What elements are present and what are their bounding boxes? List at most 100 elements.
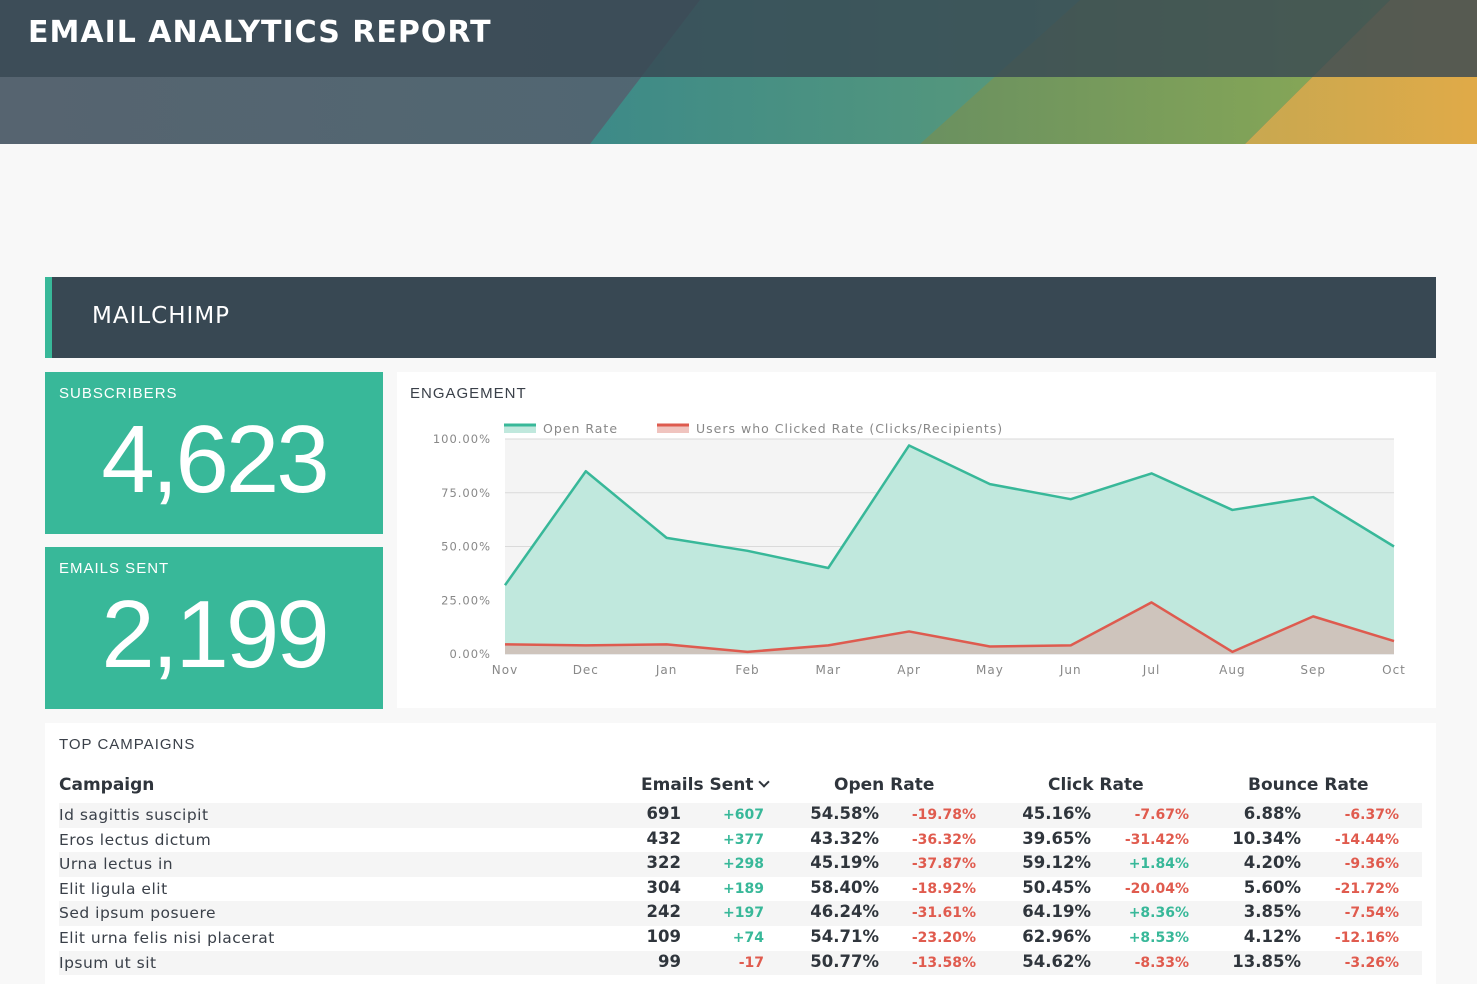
x-tick-label: Nov: [492, 663, 518, 677]
cell-click: 64.19%: [1022, 902, 1091, 922]
cell-click: 59.12%: [1022, 853, 1091, 873]
cell-open: 58.40%: [810, 877, 879, 897]
table-row[interactable]: Urna lectus in 322 +298 45.19% -37.87% 59.12%…: [59, 852, 1422, 877]
cell-name[interactable]: Ipsum ut sit: [59, 953, 157, 972]
cell-click-delta: +8.53%: [1128, 929, 1189, 946]
subscribers-card: SUBSCRIBERS 4,623: [45, 372, 383, 534]
x-tick-label: Jan: [655, 663, 678, 677]
cell-name[interactable]: Elit urna felis nisi placerat: [59, 928, 275, 947]
series-line-clicked-rate: [504, 601, 1395, 654]
y-tick-label: 100.00%: [433, 432, 491, 446]
x-tick-label: Oct: [1382, 663, 1406, 677]
cell-sent-delta: +298: [723, 856, 764, 873]
cell-open-delta: -18.92%: [911, 880, 976, 897]
cell-click: 45.16%: [1022, 804, 1091, 823]
table-row[interactable]: Eros lectus dictum 432 +377 43.32% -36.32% 39…: [59, 828, 1422, 853]
sort-chevron-down-icon[interactable]: [757, 776, 770, 788]
cell-sent-delta: +189: [723, 880, 764, 897]
cell-bounce: 4.20%: [1243, 853, 1301, 873]
x-tick-label: Dec: [573, 663, 599, 677]
cell-sent-delta: +607: [723, 807, 764, 823]
campaigns-table-body: Id sagittis suscipit 691 +607 54.58% -19.78%…: [59, 803, 1422, 976]
cell-name[interactable]: Elit ligula elit: [59, 879, 168, 898]
table-row[interactable]: Elit ligula elit 304 +189 58.40% -18.92% 50.4…: [59, 877, 1422, 902]
cell-bounce-delta: -3.26%: [1344, 954, 1399, 971]
cell-bounce-delta: -9.36%: [1344, 856, 1399, 873]
cell-name[interactable]: Id sagittis suscipit: [59, 806, 209, 824]
x-tick-label: Sep: [1300, 663, 1326, 677]
top-campaigns-panel: TOP CAMPAIGNS Campaign Emails Sent Open …: [45, 723, 1436, 984]
legend-clicked-rate-label: Users who Clicked Rate (Clicks/Recipient…: [696, 421, 1003, 436]
cell-bounce-delta: -14.44%: [1334, 831, 1399, 848]
emails-sent-label: EMAILS SENT: [59, 560, 170, 577]
column-header-open-rate[interactable]: Open Rate: [834, 775, 935, 795]
cell-bounce: 4.12%: [1243, 926, 1301, 946]
cell-click-delta: +8.36%: [1128, 905, 1189, 922]
column-header-bounce-rate[interactable]: Bounce Rate: [1248, 775, 1369, 795]
cell-click-delta: +1.84%: [1128, 856, 1189, 873]
x-tick-label: Feb: [735, 663, 759, 677]
table-row[interactable]: Ipsum ut sit 99 -17 50.77% -13.58% 54.62% -8.3…: [59, 950, 1422, 976]
cell-open: 54.58%: [810, 804, 879, 823]
table-row[interactable]: Elit urna felis nisi placerat 109 +74 54.71…: [59, 926, 1422, 951]
cell-bounce-delta: -6.37%: [1344, 807, 1399, 823]
cell-click: 54.62%: [1022, 951, 1091, 971]
cell-open-delta: -37.87%: [911, 856, 976, 873]
table-row[interactable]: Sed ipsum posuere 242 +197 46.24% -31.61% 64.…: [59, 901, 1422, 926]
y-tick-label: 75.00%: [441, 486, 491, 500]
cell-open-delta: -31.61%: [911, 905, 976, 922]
y-tick-label: 0.00%: [449, 647, 491, 661]
cell-sent-delta: -17: [738, 954, 764, 971]
report-title: EMAIL ANALYTICS REPORT: [28, 15, 492, 50]
cell-bounce: 10.34%: [1232, 828, 1301, 848]
cell-open: 43.32%: [810, 828, 879, 848]
emails-sent-card: EMAILS SENT 2,199: [45, 547, 383, 709]
cell-open: 46.24%: [810, 902, 879, 922]
engagement-chart-panel: 0.00% 25.00% 50.00% 75.00% 100.00% Nov Dec Jan F…: [397, 372, 1436, 708]
cell-click: 62.96%: [1022, 926, 1091, 946]
column-header-emails-sent[interactable]: Emails Sent: [641, 775, 770, 795]
cell-click-delta: -8.33%: [1134, 954, 1189, 971]
y-tick-label: 50.00%: [441, 540, 491, 554]
column-header-campaign[interactable]: Campaign: [59, 775, 155, 795]
emails-sent-value: 2,199: [101, 581, 329, 688]
cell-name[interactable]: Sed ipsum posuere: [59, 904, 217, 923]
x-tick-label: Aug: [1219, 663, 1245, 677]
column-header-click-rate[interactable]: Click Rate: [1048, 775, 1144, 795]
cell-bounce-delta: -21.72%: [1334, 880, 1399, 897]
cell-click-delta: -31.42%: [1124, 831, 1189, 848]
x-tick-label: Jun: [1059, 663, 1082, 677]
cell-sent-delta: +377: [723, 831, 764, 848]
cell-bounce-delta: -12.16%: [1334, 929, 1399, 946]
series-line-open-rate: [503, 444, 1395, 586]
cell-sent: 691: [646, 804, 681, 823]
cell-sent: 109: [646, 926, 681, 946]
cell-open: 45.19%: [810, 853, 879, 873]
cell-open-delta: -23.20%: [911, 929, 976, 946]
cell-sent: 242: [646, 902, 681, 922]
cell-open-delta: -36.32%: [911, 831, 976, 848]
subscribers-value: 4,623: [101, 406, 329, 513]
engagement-title: ENGAGEMENT: [410, 385, 527, 402]
cell-open-delta: -19.78%: [911, 807, 976, 823]
x-tick-label: Jul: [1142, 663, 1160, 677]
cell-bounce: 13.85%: [1232, 951, 1301, 971]
cell-sent: 432: [646, 828, 681, 848]
cell-bounce: 5.60%: [1243, 877, 1301, 897]
cell-click: 39.65%: [1022, 828, 1091, 848]
cell-open-delta: -13.58%: [911, 954, 976, 971]
cell-click-delta: -7.67%: [1134, 807, 1189, 823]
subscribers-label: SUBSCRIBERS: [59, 385, 178, 402]
cell-sent-delta: +197: [723, 905, 764, 922]
section-title: MAILCHIMP: [92, 303, 231, 329]
cell-name[interactable]: Urna lectus in: [59, 855, 174, 874]
cell-open: 50.77%: [810, 951, 879, 971]
report-header-banner: EMAIL ANALYTICS REPORT: [0, 0, 1477, 144]
cell-sent-delta: +74: [732, 929, 764, 946]
y-tick-label: 25.00%: [441, 593, 491, 607]
engagement-chart: 0.00% 25.00% 50.00% 75.00% 100.00% Nov Dec Jan F…: [433, 421, 1406, 677]
cell-bounce: 6.88%: [1243, 804, 1301, 823]
cell-name[interactable]: Eros lectus dictum: [59, 830, 212, 849]
series-area-open-rate: [505, 445, 1394, 654]
table-row[interactable]: Id sagittis suscipit 691 +607 54.58% -19.78%…: [59, 803, 1422, 828]
